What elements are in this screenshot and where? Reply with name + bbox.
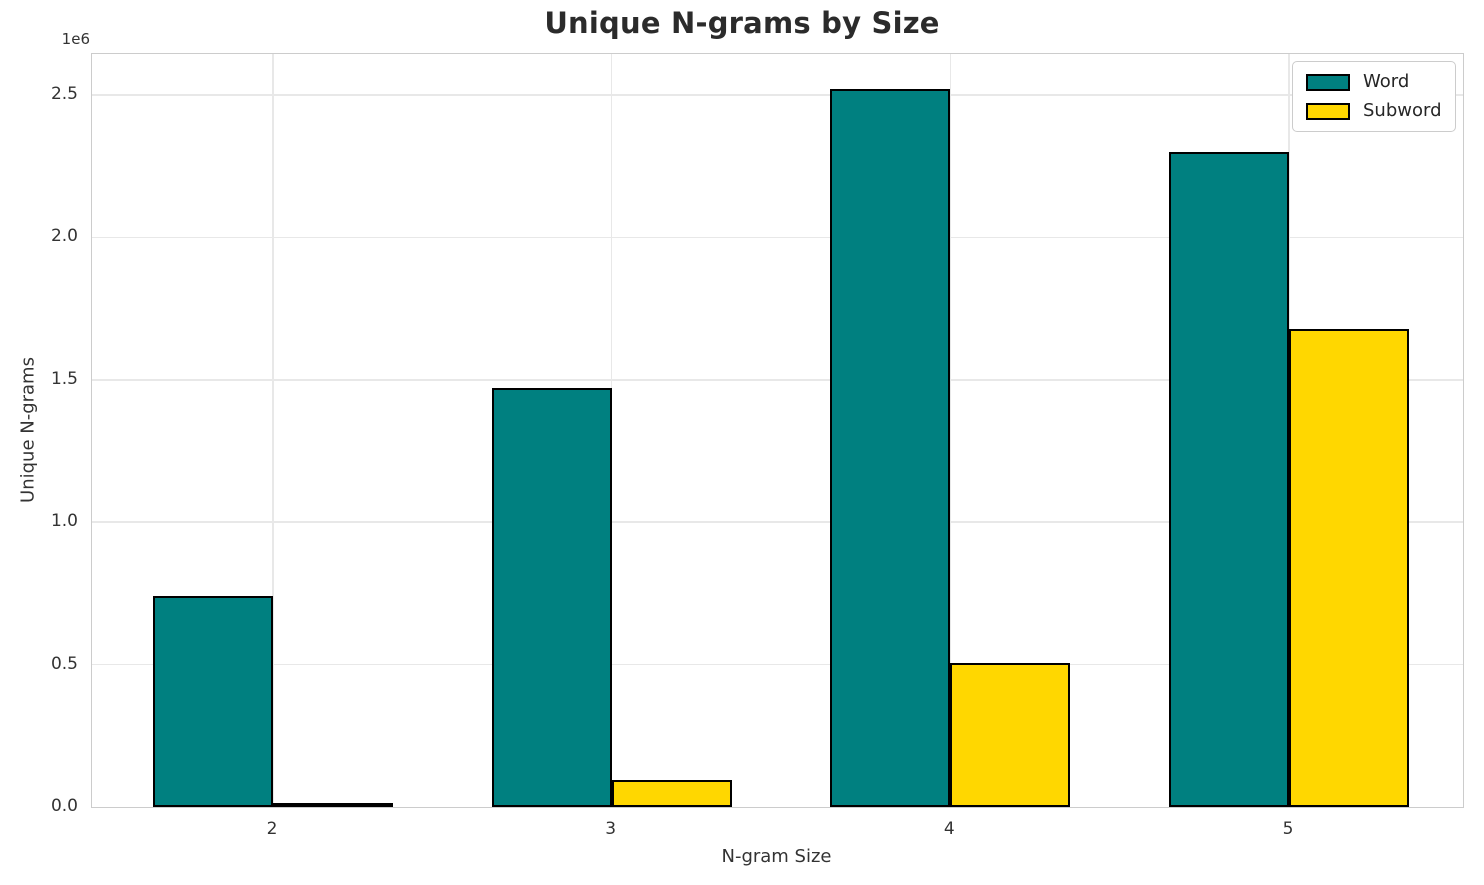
y-tick-label: 0.5 (50, 653, 78, 674)
gridline-horizontal (92, 521, 1463, 523)
chart-title: Unique N-grams by Size (544, 6, 940, 40)
bar-word-2 (153, 596, 273, 807)
legend-item: Word (1306, 72, 1442, 92)
bar-subword-2 (273, 803, 393, 807)
legend-item: Subword (1306, 101, 1442, 121)
legend-label: Subword (1363, 100, 1442, 121)
gridline-vertical (610, 54, 613, 807)
x-axis-label: N-gram Size (721, 846, 832, 867)
y-tick-label: 2.5 (50, 84, 78, 104)
bar-word-3 (491, 388, 612, 807)
gridline-horizontal (92, 236, 1463, 239)
plot-area (91, 53, 1464, 808)
x-tick-label: 4 (943, 819, 955, 839)
legend-swatch-icon (1306, 73, 1350, 91)
gridline-horizontal (92, 94, 1463, 96)
bar-word-4 (830, 89, 951, 807)
x-tick-label: 3 (605, 819, 617, 839)
legend: Word Subword (1292, 61, 1456, 132)
legend-label: Word (1363, 71, 1410, 92)
x-tick-label: 2 (266, 819, 278, 839)
y-axis-offset-label: 1e6 (61, 30, 90, 48)
gridline-vertical (272, 54, 274, 807)
bar-subword-5 (1289, 329, 1409, 807)
x-tick-label: 5 (1282, 819, 1294, 839)
gridline-horizontal (92, 379, 1463, 381)
bar-subword-3 (611, 780, 732, 807)
legend-swatch-icon (1306, 102, 1350, 120)
y-tick-label: 1.5 (50, 368, 78, 389)
bar-subword-4 (950, 663, 1071, 807)
gridline-vertical (949, 54, 952, 807)
y-tick-label: 1.0 (50, 511, 78, 532)
gridline-horizontal (92, 663, 1463, 666)
bar-word-5 (1169, 152, 1289, 807)
y-tick-label: 2.0 (50, 226, 78, 247)
y-tick-label: 0.0 (50, 796, 78, 816)
